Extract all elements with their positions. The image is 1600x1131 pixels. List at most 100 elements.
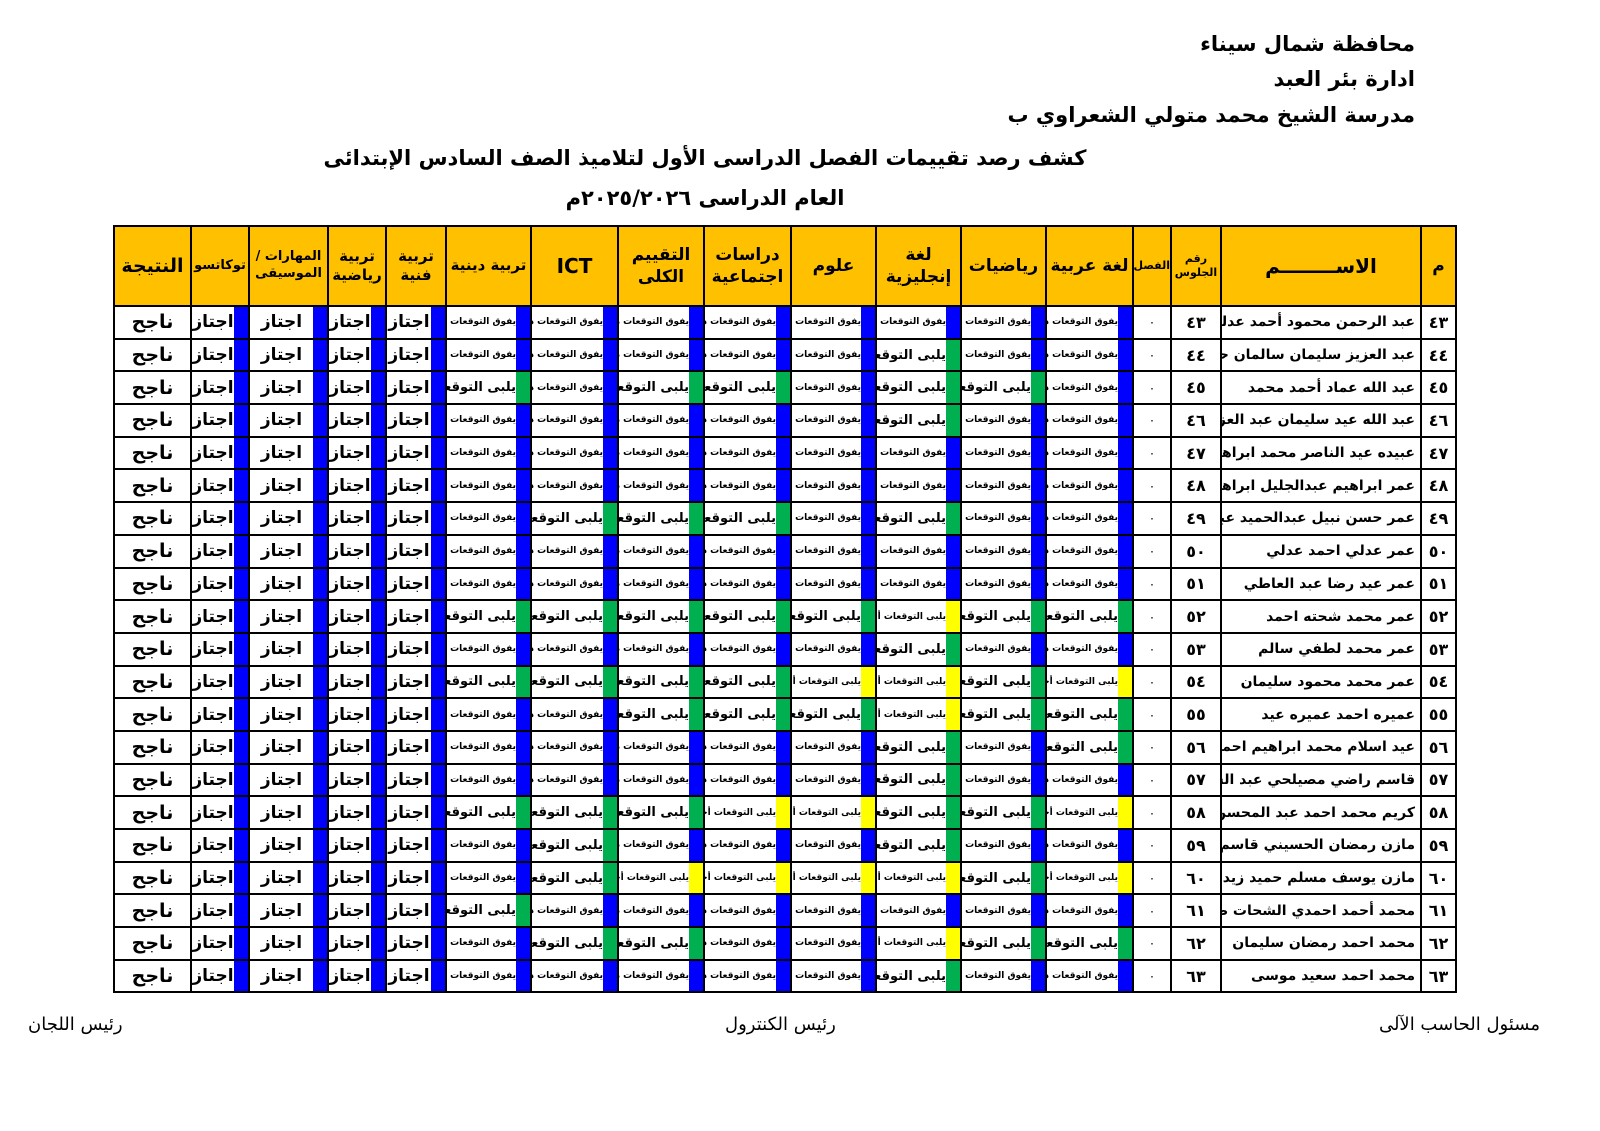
rating-text: يفوق التوقعات دائماً: [620, 742, 689, 753]
row-index: ٥٠: [1420, 533, 1457, 569]
seat-number: ٤٧: [1170, 435, 1222, 471]
rating-color-marker: [861, 830, 874, 860]
rating-color-marker: [861, 896, 874, 926]
table-row: ٥٤ عمر محمد محمود سليمان ٥٤ ٠ يلبى التوقعات …: [113, 664, 1457, 700]
pass-color-marker: [313, 471, 326, 501]
rating-color-marker: [516, 536, 529, 566]
result-value: ناجح: [113, 435, 192, 471]
grade-social: يلبى التوقعات: [703, 370, 792, 406]
grade-arabic: يفوق التوقعات دائماً: [1045, 501, 1134, 536]
rating-text: يفوق التوقعات دائماً: [963, 971, 1031, 982]
pass-text: اجتاز: [192, 900, 234, 921]
grade-religion: يفوق التوقعات دائماً: [445, 533, 532, 569]
rating-text: يفوق التوقعات دائماً: [706, 840, 776, 851]
grade-ict: يفوق التوقعات دائماً: [530, 762, 619, 798]
rating-text: يفوق التوقعات دائماً: [963, 644, 1031, 655]
pass-color-marker: [313, 667, 326, 697]
grade-overall: يلبى التوقعات: [617, 664, 705, 700]
pass-text: اجتاز: [329, 312, 371, 333]
table-row: ٥٩ مازن رمضان الحسيني قاسم ٥٩ ٠ يفوق التوقعا…: [113, 828, 1457, 863]
grades-table: م الاســــــــم رقم الجلوس الفصل لغة عرب…: [113, 225, 1457, 994]
grade-ict: يفوق التوقعات دائماً: [530, 697, 619, 732]
rating-color-marker: [776, 830, 789, 860]
class-number: ٠: [1132, 697, 1172, 732]
pass-color-marker: [234, 536, 247, 566]
rating-text: يفوق التوقعات دائماً: [448, 644, 516, 655]
pass-color-marker: [371, 373, 384, 403]
rating-color-marker: [1118, 438, 1131, 468]
rating-color-marker: [861, 798, 874, 828]
pass-color-marker: [234, 667, 247, 697]
rating-color-marker: [861, 340, 874, 370]
seat-number: ٥٧: [1170, 762, 1222, 798]
grade-sport: اجتاز: [327, 370, 387, 406]
rating-text: يفوق التوقعات دائماً: [963, 415, 1031, 426]
col-result: النتيجة: [113, 225, 192, 307]
grade-art: اجتاز: [385, 795, 447, 830]
rating-text: يلبى التوقعات أحياناً: [877, 938, 946, 949]
grade-sport: اجتاز: [327, 468, 387, 504]
result-value: ناجح: [113, 566, 192, 602]
pass-color-marker: [234, 438, 247, 468]
table-row: ٤٥ عبد الله عماد أحمد محمد ٤٥ ٠ يفوق التوقعا…: [113, 370, 1457, 406]
rating-text: يفوق التوقعات دائماً: [878, 448, 946, 459]
col-science: علوم: [790, 225, 877, 307]
administration-label: ادارة بئر العبد: [1273, 67, 1415, 91]
rating-color-marker: [861, 863, 874, 893]
rating-text: يلبى التوقعات أحياناً: [792, 807, 861, 818]
pass-color-marker: [234, 340, 247, 370]
row-index: ٥٤: [1420, 664, 1457, 700]
pass-text: اجتاز: [260, 639, 303, 660]
class-number: ٠: [1132, 958, 1172, 994]
grade-art: اجتاز: [385, 435, 447, 471]
pass-text: اجتاز: [388, 737, 430, 758]
grade-ict: يلبى التوقعات: [530, 795, 619, 830]
pass-color-marker: [431, 929, 444, 958]
grade-overall: يفوق التوقعات دائماً: [617, 337, 705, 373]
rating-text: يفوق التوقعات دائماً: [878, 546, 946, 557]
student-name: محمد أحمد احمدي الشحات طنطاوي: [1220, 893, 1422, 929]
table-body: ٤٣ عبد الرحمن محمود أحمد عدلي ٤٣ ٠ يفوق التو…: [113, 305, 1457, 994]
grade-ict: يفوق التوقعات دائماً: [530, 468, 619, 504]
col-english: لغة إنجليزية: [875, 225, 962, 307]
grade-tokkatsu: اجتاز: [190, 795, 250, 830]
pass-color-marker: [371, 438, 384, 468]
rating-text: يفوق التوقعات دائماً: [963, 350, 1031, 361]
rating-text: يلبى التوقعات: [531, 805, 603, 821]
grade-social: يلبى التوقعات: [703, 697, 792, 732]
rating-color-marker: [1118, 634, 1131, 664]
rating-text: يلبى التوقعات: [878, 739, 946, 755]
pass-text: اجتاز: [260, 606, 303, 627]
rating-color-marker: [1118, 700, 1131, 729]
grade-overall: يفوق التوقعات دائماً: [617, 566, 705, 602]
student-name: عمر ابراهيم عبدالجليل ابراهيم: [1220, 468, 1422, 504]
grade-art: اجتاز: [385, 337, 447, 373]
class-number: ٠: [1132, 729, 1172, 765]
rating-text: يفوق التوقعات دائماً: [706, 774, 776, 785]
class-number: ٠: [1132, 599, 1172, 634]
rating-text: يفوق التوقعات دائماً: [620, 840, 689, 851]
grade-tokkatsu: اجتاز: [190, 729, 250, 765]
pass-text: اجتاز: [329, 475, 371, 496]
rating-color-marker: [861, 765, 874, 795]
rating-text: يفوق التوقعات دائماً: [793, 448, 861, 459]
pass-text: اجتاز: [388, 475, 430, 496]
grade-overall: يلبى التوقعات: [617, 599, 705, 634]
grade-overall: يلبى التوقعات: [617, 795, 705, 830]
pass-text: اجتاز: [329, 345, 371, 366]
grade-sport: اجتاز: [327, 860, 387, 896]
table-row: ٥٦ عيد اسلام محمد ابراهيم احمد ٥٦ ٠ يلبى الت…: [113, 729, 1457, 765]
pass-color-marker: [371, 340, 384, 370]
rating-text: يلبى التوقعات: [531, 674, 603, 690]
rating-text: يفوق التوقعات دائماً: [1048, 448, 1118, 459]
rating-color-marker: [603, 602, 616, 631]
grade-religion: يفوق التوقعات دائماً: [445, 566, 532, 602]
seat-number: ٤٤: [1170, 337, 1222, 373]
pass-text: اجتاز: [388, 671, 430, 692]
rating-text: يلبى التوقعات: [531, 837, 603, 853]
row-index: ٤٨: [1420, 468, 1457, 504]
pass-text: اجتاز: [260, 802, 303, 823]
rating-color-marker: [776, 569, 789, 599]
rating-text: يفوق التوقعات دائماً: [533, 644, 603, 655]
